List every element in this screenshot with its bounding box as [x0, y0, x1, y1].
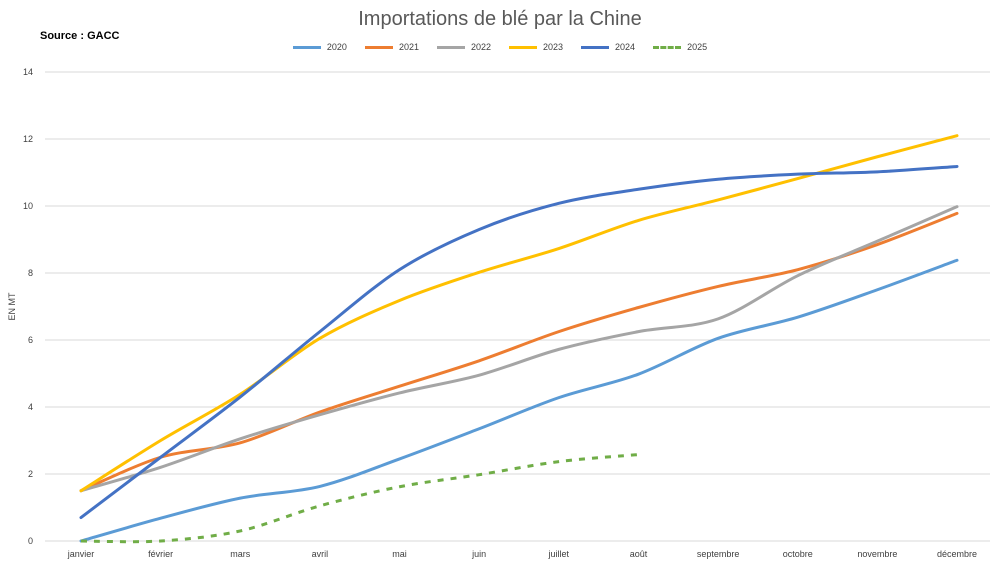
legend: 2020 2021 2022 2023 2024 2025 — [0, 42, 1000, 52]
legend-label: 2020 — [326, 42, 347, 52]
legend-swatch — [436, 45, 465, 49]
legend-item-2022: 2022 — [436, 42, 491, 52]
legend-swatch — [364, 45, 393, 49]
legend-swatch — [581, 45, 610, 49]
legend-item-2025: 2025 — [653, 42, 707, 52]
y-tick-label: 2 — [28, 469, 33, 479]
legend-label: 2024 — [615, 42, 636, 52]
y-axis-label: EN MT — [7, 292, 17, 321]
source-note: Source : GACC — [40, 30, 120, 42]
legend-swatch — [509, 45, 537, 49]
legend-swatch — [292, 45, 321, 49]
legend-label: 2021 — [398, 42, 419, 52]
x-tick-label: octobre — [783, 549, 813, 559]
legend-item-2021: 2021 — [364, 42, 419, 52]
legend-label: 2022 — [470, 42, 491, 52]
x-tick-label: février — [148, 549, 173, 559]
series-line-2021 — [79, 211, 959, 493]
y-tick-label: 8 — [28, 268, 33, 278]
legend-item-2020: 2020 — [292, 42, 347, 52]
y-tick-label: 0 — [28, 536, 33, 546]
series-line-2022 — [79, 205, 959, 493]
x-tick-label: mai — [392, 549, 407, 559]
legend-item-2023: 2023 — [509, 42, 563, 52]
legend-swatch — [653, 45, 682, 49]
series-line-2024 — [79, 164, 959, 520]
x-tick-label: janvier — [67, 549, 95, 559]
x-tick-label: novembre — [857, 549, 897, 559]
y-tick-label: 14 — [23, 67, 33, 77]
x-tick-label: avril — [312, 549, 329, 559]
legend-label: 2023 — [543, 42, 564, 52]
legend-item-2024: 2024 — [581, 42, 635, 52]
series-line-2020 — [79, 258, 959, 543]
y-tick-label: 10 — [23, 201, 33, 211]
x-tick-label: décembre — [937, 549, 977, 559]
x-tick-label: juin — [471, 549, 486, 559]
x-tick-label: mars — [230, 549, 250, 559]
legend-label: 2025 — [687, 42, 708, 52]
series-line-2025 — [80, 453, 639, 544]
x-tick-label: septembre — [697, 549, 740, 559]
x-tick-label: juillet — [548, 549, 570, 559]
y-tick-label: 6 — [28, 335, 33, 345]
chart-title: Importations de blé par la Chine — [358, 8, 642, 30]
series-line-2023 — [79, 134, 959, 493]
y-tick-label: 12 — [23, 134, 33, 144]
x-tick-label: août — [630, 549, 648, 559]
y-tick-label: 4 — [28, 402, 33, 412]
